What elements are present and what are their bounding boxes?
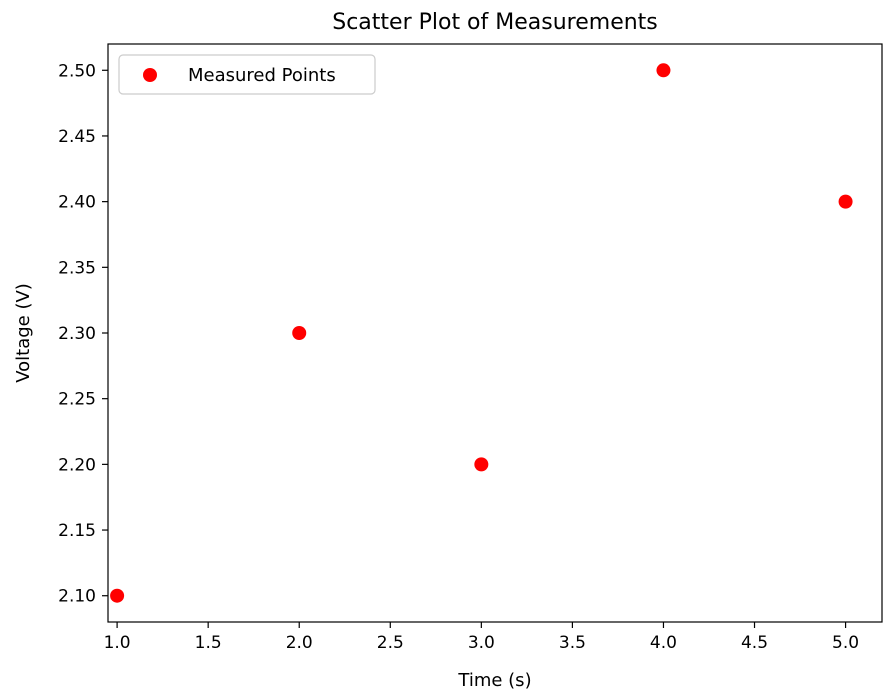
y-tick-label: 2.10 xyxy=(58,587,96,607)
x-tick-label: 1.0 xyxy=(104,633,131,653)
legend-box xyxy=(118,54,376,95)
y-tick-label: 2.45 xyxy=(58,127,96,147)
x-tick-label: 5.0 xyxy=(832,633,859,653)
y-tick-label: 2.15 xyxy=(58,521,96,541)
x-axis-label: Time (s) xyxy=(457,670,531,691)
data-points xyxy=(110,63,853,603)
y-tick-label: 2.35 xyxy=(58,258,96,278)
x-tick-label: 4.0 xyxy=(650,633,677,653)
y-tick-label: 2.20 xyxy=(58,455,96,475)
x-tick-label: 3.5 xyxy=(559,633,586,653)
legend-label: Measured Points xyxy=(188,65,336,86)
y-axis-label: Voltage (V) xyxy=(13,283,34,383)
x-axis: 1.0 1.5 2.0 2.5 3.0 3.5 4.0 4.5 5.0 xyxy=(104,622,859,653)
y-tick-label: 2.40 xyxy=(58,193,96,213)
y-axis: 2.10 2.15 2.20 2.25 2.30 2.35 2.40 2.45 2.50 xyxy=(58,61,108,607)
x-tick-label: 2.0 xyxy=(286,633,313,653)
data-point xyxy=(838,194,853,209)
x-tick-label: 1.5 xyxy=(195,633,222,653)
x-tick-label: 3.0 xyxy=(468,633,495,653)
data-point xyxy=(110,588,125,603)
y-tick-label: 2.30 xyxy=(58,324,96,344)
data-point xyxy=(474,457,489,472)
y-tick-label: 2.50 xyxy=(58,61,96,81)
data-point xyxy=(656,63,671,78)
x-tick-label: 4.5 xyxy=(741,633,768,653)
data-point xyxy=(292,326,307,340)
x-tick-label: 2.5 xyxy=(377,633,404,653)
legend-marker xyxy=(143,68,157,82)
plot-area xyxy=(107,43,883,623)
chart-title: Scatter Plot of Measurements xyxy=(332,10,658,35)
legend: Measured Points xyxy=(118,54,376,95)
y-tick-label: 2.25 xyxy=(58,390,96,410)
